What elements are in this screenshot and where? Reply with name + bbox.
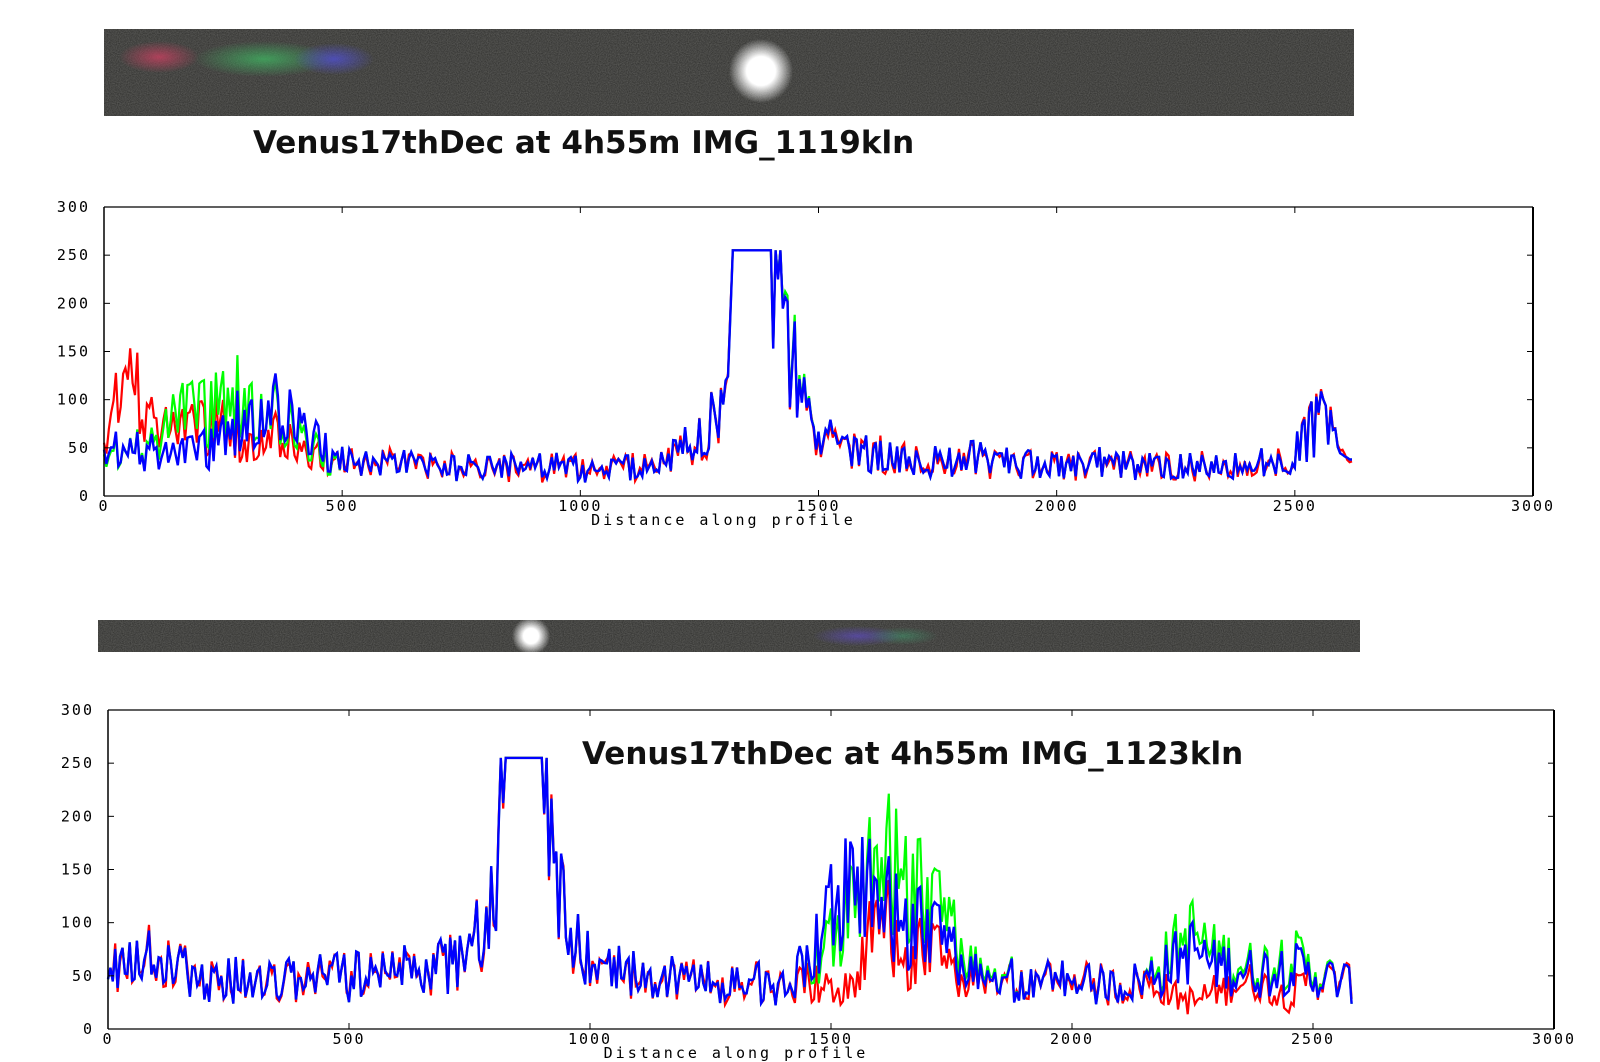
x-tick-label: 3000 [1532,1030,1576,1048]
y-tick-label: 200 [57,294,90,312]
chart-title-1: Venus17thDec at 4h55m IMG_1119kln [253,125,915,161]
y-tick-label: 50 [72,967,94,985]
y-tick-label: 300 [57,198,90,216]
x-tick-label: 0 [102,1030,113,1048]
y-tick-label: 150 [57,343,90,361]
x-axis-label: Distance along profile [591,511,856,529]
x-tick-label: 3000 [1511,497,1555,515]
y-tick-label: 0 [83,1020,94,1038]
x-tick-label: 2500 [1291,1030,1335,1048]
y-tick-label: 0 [79,487,90,505]
x-tick-label: 1000 [568,1030,612,1048]
x-tick-label: 1500 [796,497,840,515]
chart-title-2: Venus17thDec at 4h55m IMG_1123kln [582,736,1244,772]
x-tick-label: 2000 [1035,497,1079,515]
y-tick-label: 100 [57,391,90,409]
y-tick-label: 250 [61,754,94,772]
x-tick-label: 1500 [809,1030,853,1048]
x-tick-label: 2500 [1273,497,1317,515]
x-tick-label: 1000 [558,497,602,515]
chart-2: 0 500 1000 1500 2000 2500 3000 0 50 100 150 200 250 3… [61,701,1576,1062]
y-tick-label: 250 [57,246,90,264]
y-tick-label: 50 [68,439,90,457]
sky-strip-image-1 [104,29,1354,116]
y-tick-label: 150 [61,861,94,879]
sky-strip-image-2 [98,620,1360,652]
y-tick-label: 100 [61,914,94,932]
x-tick-label: 0 [98,497,109,515]
y-tick-label: 200 [61,807,94,825]
series-line-blue [106,756,1353,1008]
series-line-blue [102,249,1352,485]
x-tick-label: 500 [332,1030,365,1048]
chart-1: 0 500 1000 1500 2000 2500 3000 0 50 100 150 200 250 3… [57,198,1555,529]
x-tick-label: 2000 [1050,1030,1094,1048]
x-axis-label: Distance along profile [604,1044,869,1062]
y-tick-label: 300 [61,701,94,719]
x-tick-label: 500 [326,497,359,515]
